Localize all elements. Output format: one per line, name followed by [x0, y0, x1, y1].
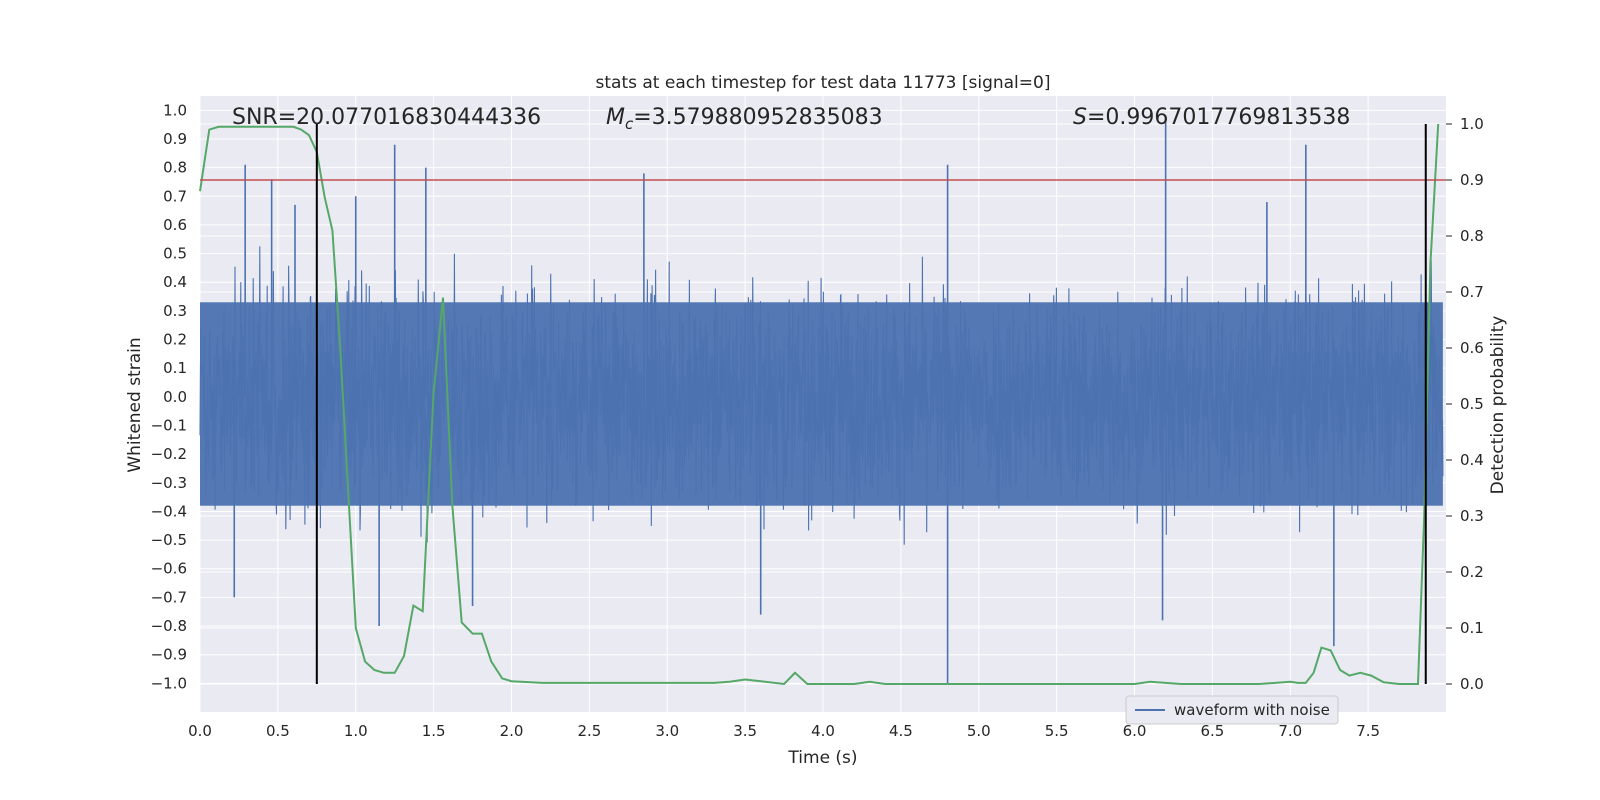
- y-left-tick-label: 0.5: [163, 245, 187, 263]
- x-tick-label: 3.0: [655, 722, 679, 740]
- y-right-tick-label: 0.9: [1460, 171, 1484, 189]
- x-axis-label: Time (s): [787, 748, 857, 768]
- y-right-tick-label: 0.5: [1460, 395, 1484, 413]
- y-left-tick-label: −0.3: [151, 474, 187, 492]
- legend-box: [1125, 695, 1339, 725]
- y-left-tick-label: 0.9: [163, 130, 187, 148]
- legend: waveform with noise: [1125, 695, 1339, 725]
- x-tick-label: 3.5: [733, 722, 757, 740]
- y-right-tick-label: 0.8: [1460, 227, 1484, 245]
- y-left-tick-label: 0.7: [163, 187, 187, 205]
- x-tick-label: 7.5: [1356, 722, 1380, 740]
- y-left-tick-label: 0.4: [163, 273, 187, 291]
- x-tick-label: 4.5: [889, 722, 913, 740]
- y-left-tick-label: −0.8: [151, 617, 187, 635]
- y-left-tick-label: −0.5: [151, 531, 187, 549]
- x-tick-label: 5.0: [967, 722, 991, 740]
- waveform-core-band: [200, 302, 1443, 506]
- y-left-axis-label: Whitened strain: [125, 337, 145, 472]
- score-value: =0.9967017769813538: [1087, 105, 1350, 130]
- chirp-mass-subscript: c: [625, 115, 634, 133]
- x-tick-label: 2.5: [577, 722, 601, 740]
- chirp-mass-value: =3.579880952835083: [633, 105, 882, 130]
- y-right-tick-label: 0.0: [1460, 675, 1484, 693]
- y-right-tick-label: 1.0: [1460, 115, 1484, 133]
- y-right-tick-label: 0.7: [1460, 283, 1484, 301]
- y-right-tick-label: 0.1: [1460, 619, 1484, 637]
- y-left-tick-label: 0.8: [163, 159, 187, 177]
- chirp-mass-annotation: Mc=3.579880952835083: [606, 105, 883, 133]
- y-right-axis-ticks: 1.0 0.9 0.8 0.7 0.6 0.5 0.4 0.3 0.2 0.1 0.0: [1446, 115, 1484, 693]
- y-left-tick-label: 0.2: [163, 331, 187, 349]
- x-tick-label: 1.5: [422, 722, 446, 740]
- y-right-tick-label: 0.2: [1460, 563, 1484, 581]
- y-left-tick-label: −0.7: [151, 588, 187, 606]
- x-tick-label: 4.0: [811, 722, 835, 740]
- x-tick-label: 6.0: [1123, 722, 1147, 740]
- x-tick-label: 6.5: [1200, 722, 1224, 740]
- y-left-tick-label: −0.6: [151, 560, 187, 578]
- score-symbol: S: [1073, 105, 1087, 130]
- waveform-with-noise-series: [199, 116, 1444, 684]
- y-left-tick-label: −1.0: [151, 674, 187, 692]
- x-tick-label: 2.0: [500, 722, 524, 740]
- x-axis-ticks: 0.0 0.5 1.0 1.5 2.0 2.5 3.0 3.5 4.0 4.5 5.0 5.5 6.0 6…: [188, 722, 1380, 740]
- legend-label-waveform: waveform with noise: [1174, 701, 1330, 719]
- y-right-tick-label: 0.4: [1460, 451, 1484, 469]
- snr-annotation: SNR=20.077016830444336: [232, 105, 541, 130]
- y-right-axis-label: Detection probability: [1488, 316, 1508, 495]
- y-left-tick-label: 0.0: [163, 388, 187, 406]
- y-left-tick-label: 0.1: [163, 359, 187, 377]
- x-tick-label: 0.5: [266, 722, 290, 740]
- chirp-mass-symbol: M: [606, 105, 625, 130]
- score-annotation: S=0.9967017769813538: [1073, 105, 1350, 130]
- x-tick-label: 1.0: [344, 722, 368, 740]
- x-tick-label: 0.0: [188, 722, 212, 740]
- y-right-tick-label: 0.3: [1460, 507, 1484, 525]
- x-tick-label: 7.0: [1278, 722, 1302, 740]
- y-right-tick-label: 0.6: [1460, 339, 1484, 357]
- y-left-tick-label: 0.3: [163, 302, 187, 320]
- y-left-tick-label: −0.9: [151, 646, 187, 664]
- y-left-tick-label: 0.6: [163, 216, 187, 234]
- y-left-axis-ticks: 1.0 0.9 0.8 0.7 0.6 0.5 0.4 0.3 0.2 0.1 0.0 −0.1 −0.…: [151, 101, 187, 692]
- reference-lines: [200, 124, 1446, 684]
- chart-title: stats at each timestep for test data 117…: [596, 73, 1051, 93]
- x-tick-label: 5.5: [1045, 722, 1069, 740]
- y-left-tick-label: −0.2: [151, 445, 187, 463]
- y-left-tick-label: 1.0: [163, 101, 187, 119]
- detection-probability-line: [199, 123, 1440, 686]
- detection-probability-series: [199, 123, 1440, 686]
- y-left-tick-label: −0.1: [151, 416, 187, 434]
- y-left-tick-label: −0.4: [151, 502, 187, 520]
